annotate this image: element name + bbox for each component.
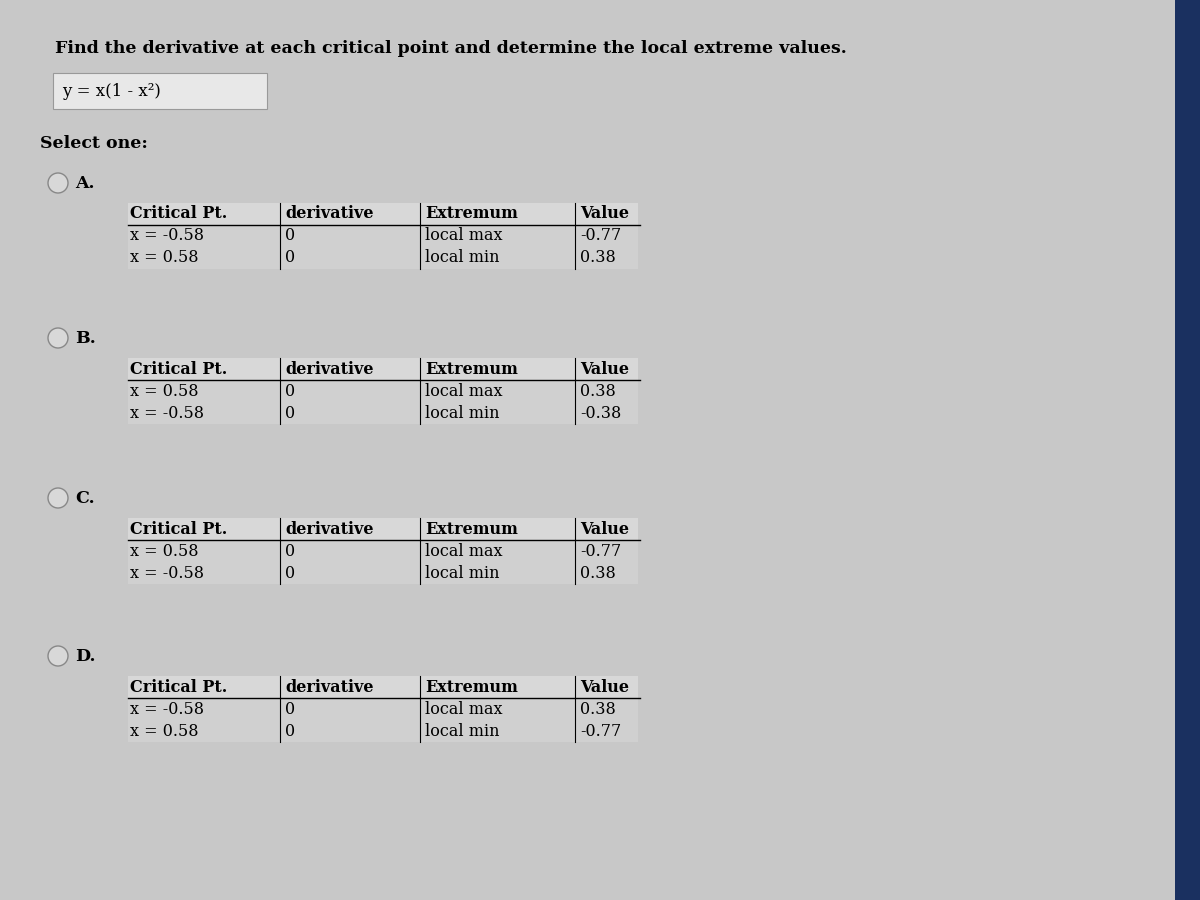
FancyBboxPatch shape (128, 203, 638, 225)
FancyBboxPatch shape (128, 518, 638, 540)
Text: derivative: derivative (286, 205, 373, 222)
Text: local max: local max (425, 228, 503, 245)
Text: local min: local min (425, 249, 499, 266)
Text: B.: B. (74, 330, 96, 347)
Text: local max: local max (425, 700, 503, 717)
Text: derivative: derivative (286, 520, 373, 537)
FancyBboxPatch shape (128, 358, 638, 380)
Text: Critical Pt.: Critical Pt. (130, 520, 227, 537)
Text: local max: local max (425, 382, 503, 400)
Text: Extremum: Extremum (425, 205, 518, 222)
Text: 0: 0 (286, 228, 295, 245)
FancyBboxPatch shape (128, 698, 638, 720)
Circle shape (48, 328, 68, 348)
Text: Extremum: Extremum (425, 679, 518, 696)
FancyBboxPatch shape (128, 720, 638, 742)
FancyBboxPatch shape (128, 676, 638, 698)
Circle shape (48, 488, 68, 508)
Text: Value: Value (580, 361, 629, 377)
Text: 0.38: 0.38 (580, 564, 616, 581)
Text: x = 0.58: x = 0.58 (130, 543, 198, 560)
Text: C.: C. (74, 490, 95, 507)
Text: -0.77: -0.77 (580, 723, 622, 740)
Text: Extremum: Extremum (425, 520, 518, 537)
Text: x = 0.58: x = 0.58 (130, 249, 198, 266)
Text: -0.77: -0.77 (580, 228, 622, 245)
Text: x = -0.58: x = -0.58 (130, 564, 204, 581)
FancyBboxPatch shape (128, 402, 638, 424)
FancyBboxPatch shape (0, 0, 1175, 900)
Text: y = x(1 - x²): y = x(1 - x²) (62, 83, 161, 100)
FancyBboxPatch shape (53, 73, 266, 109)
FancyBboxPatch shape (1175, 0, 1200, 900)
Text: 0: 0 (286, 564, 295, 581)
Text: Value: Value (580, 520, 629, 537)
FancyBboxPatch shape (128, 562, 638, 584)
Text: derivative: derivative (286, 361, 373, 377)
Text: Find the derivative at each critical point and determine the local extreme value: Find the derivative at each critical poi… (55, 40, 847, 57)
Text: 0: 0 (286, 723, 295, 740)
Text: Value: Value (580, 679, 629, 696)
Text: 0.38: 0.38 (580, 700, 616, 717)
Text: Value: Value (580, 205, 629, 222)
Circle shape (48, 646, 68, 666)
Text: 0: 0 (286, 249, 295, 266)
Text: Critical Pt.: Critical Pt. (130, 361, 227, 377)
Text: Extremum: Extremum (425, 361, 518, 377)
Text: 0: 0 (286, 543, 295, 560)
Text: A.: A. (74, 175, 95, 192)
FancyBboxPatch shape (128, 247, 638, 269)
FancyBboxPatch shape (128, 225, 638, 247)
Text: 0.38: 0.38 (580, 382, 616, 400)
Text: D.: D. (74, 648, 96, 665)
Text: -0.77: -0.77 (580, 543, 622, 560)
Text: 0: 0 (286, 382, 295, 400)
Text: x = -0.58: x = -0.58 (130, 404, 204, 421)
Text: 0: 0 (286, 700, 295, 717)
Text: local min: local min (425, 723, 499, 740)
Text: local min: local min (425, 404, 499, 421)
Text: local max: local max (425, 543, 503, 560)
Text: x = -0.58: x = -0.58 (130, 228, 204, 245)
Text: derivative: derivative (286, 679, 373, 696)
FancyBboxPatch shape (128, 380, 638, 402)
Text: Select one:: Select one: (40, 135, 148, 152)
Text: Critical Pt.: Critical Pt. (130, 205, 227, 222)
FancyBboxPatch shape (128, 540, 638, 562)
Text: 0: 0 (286, 404, 295, 421)
Text: Critical Pt.: Critical Pt. (130, 679, 227, 696)
Circle shape (48, 173, 68, 193)
Text: x = 0.58: x = 0.58 (130, 723, 198, 740)
Text: x = 0.58: x = 0.58 (130, 382, 198, 400)
Text: local min: local min (425, 564, 499, 581)
Text: 0.38: 0.38 (580, 249, 616, 266)
Text: x = -0.58: x = -0.58 (130, 700, 204, 717)
Text: -0.38: -0.38 (580, 404, 622, 421)
